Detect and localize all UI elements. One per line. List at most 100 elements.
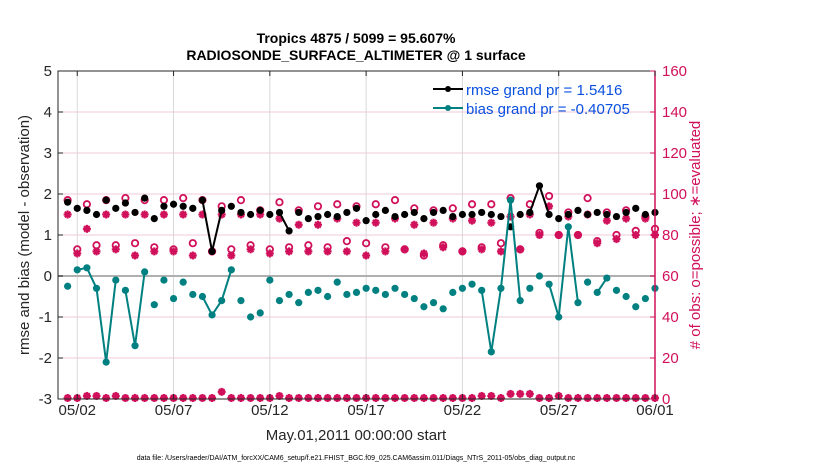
evaluated-point	[362, 251, 371, 260]
possible-point	[439, 241, 448, 250]
rmse-point	[275, 208, 284, 217]
asterisk-stroke	[343, 247, 351, 255]
legend-bias-marker	[445, 105, 451, 111]
possible-point	[535, 228, 544, 238]
zero-row-possible-point	[545, 394, 553, 402]
evaluated-point	[487, 218, 496, 227]
possible-point	[275, 198, 284, 207]
asterisk-stroke	[179, 210, 187, 219]
bias-point	[179, 278, 187, 286]
bias-point	[92, 284, 101, 292]
bias-point	[121, 286, 130, 294]
possible-point	[227, 245, 236, 254]
rmse-point	[131, 208, 139, 217]
zero-row-possible-point	[535, 394, 543, 402]
evaluated-point	[179, 210, 188, 219]
rmse-point	[497, 212, 505, 221]
rmse-point	[391, 212, 399, 221]
x-tick-label: 05/17	[347, 402, 385, 419]
bias-point	[256, 309, 264, 317]
evaluated-point	[131, 251, 140, 260]
zero-row-possible-point	[353, 394, 360, 402]
bias-point	[458, 284, 467, 292]
y2-axis-label: # of obs: o=possible; ∗=evaluated	[687, 121, 704, 350]
x-axis: 05/02 05/07 05/12 05/17 05/22 05/27 06/01	[58, 71, 674, 419]
rmse-point	[449, 212, 457, 221]
possible-point	[419, 251, 429, 260]
bias-point	[285, 290, 293, 299]
bias-point	[160, 276, 168, 284]
bias-point	[237, 297, 245, 305]
possible-point	[236, 196, 246, 205]
asterisk-stroke	[487, 219, 495, 227]
x-tick-label: 05/22	[444, 402, 482, 419]
y2-tick-label: 160	[662, 63, 687, 80]
y-axis-left: 5 4 3 2 1 0 -1 -2 -3	[39, 63, 63, 408]
rmse-point	[256, 206, 264, 214]
legend: rmse grand pr = 1.5416 bias grand pr = -…	[433, 82, 630, 118]
asterisk-stroke	[622, 215, 630, 223]
bias-point	[246, 313, 255, 321]
asterisk-stroke	[189, 251, 197, 260]
bias-point	[381, 290, 389, 299]
zero-row-possible-point	[150, 394, 158, 402]
zero-row-possible-point	[622, 394, 630, 402]
zero-row-possible-point	[218, 388, 226, 396]
zero-row-possible-point	[285, 394, 293, 402]
evaluated-point	[429, 218, 438, 227]
possible-point	[73, 245, 82, 254]
bias-point	[295, 299, 303, 307]
bias-point	[333, 278, 341, 286]
bias-point	[131, 342, 139, 350]
evaluated-point	[82, 224, 91, 233]
possible-point	[381, 243, 390, 252]
rmse-point	[189, 204, 197, 212]
rmse-point	[420, 215, 428, 223]
bias-segment	[85, 267, 98, 289]
bias-segment	[95, 288, 108, 363]
asterisk-stroke	[169, 247, 178, 255]
zero-row-possible-point	[102, 394, 110, 402]
rmse-point	[478, 208, 486, 217]
asterisk-stroke	[227, 251, 235, 260]
possible-point	[544, 191, 554, 201]
rmse-point	[179, 202, 187, 210]
possible-point	[467, 200, 477, 209]
possible-point	[496, 239, 506, 248]
grid	[58, 70, 656, 400]
y-tick-label: -3	[39, 391, 52, 408]
zero-row-possible-point	[64, 394, 72, 402]
zero-row-possible-point	[131, 394, 139, 402]
possible-point	[313, 202, 323, 211]
bias-point	[314, 286, 322, 294]
zero-row-possible-point	[439, 394, 447, 402]
bias-point	[102, 358, 110, 366]
chart-marks	[63, 182, 660, 402]
rmse-point	[227, 202, 235, 210]
rmse-point	[401, 210, 409, 219]
rmse-point	[583, 210, 592, 219]
rmse-point	[324, 210, 332, 219]
rmse-point	[372, 210, 380, 219]
rmse-point	[304, 215, 312, 223]
possible-point	[304, 241, 313, 250]
bias-point	[641, 294, 649, 303]
bias-segment	[509, 200, 522, 301]
rmse-point	[352, 204, 361, 212]
asterisk-stroke	[92, 247, 101, 255]
x-tick-label: 06/01	[636, 402, 674, 419]
rmse-point	[458, 210, 467, 219]
asterisk-stroke	[429, 219, 438, 227]
y-tick-label: 2	[44, 186, 52, 203]
zero-row-possible-point	[516, 390, 524, 398]
bias-point	[535, 272, 544, 280]
zero-row-possible-point	[449, 394, 457, 402]
rmse-point	[564, 210, 572, 219]
zero-row-possible-point	[430, 394, 438, 402]
evaluated-point	[410, 220, 419, 229]
rmse-point	[603, 210, 611, 219]
possible-point	[92, 241, 101, 250]
possible-point	[82, 200, 91, 209]
bias-point	[410, 294, 418, 303]
zero-row-possible-point	[198, 394, 206, 402]
